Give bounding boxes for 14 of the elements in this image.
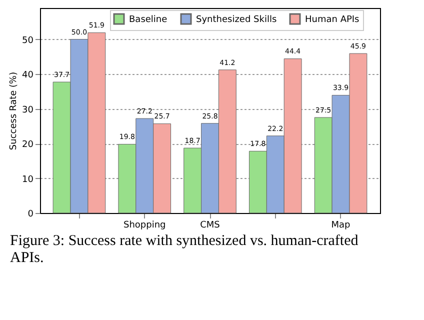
caption: Figure 3: Success rate with synthesized vs. human-crafted APIs. bbox=[10, 233, 360, 267]
y-tick-label: 40 bbox=[22, 70, 34, 81]
y-axis-title: Success Rate (%) bbox=[9, 72, 20, 150]
x-tick-label: CMS bbox=[200, 220, 220, 230]
y-tick-label: 30 bbox=[22, 105, 34, 116]
x-tick-label: Map bbox=[331, 220, 351, 230]
y-tick-label: 50 bbox=[22, 36, 34, 46]
y-tick-label: 0 bbox=[28, 210, 34, 220]
legend-label: Human APIs bbox=[305, 15, 360, 25]
legend-label: Baseline bbox=[129, 15, 168, 25]
y-tick-label: 20 bbox=[22, 140, 34, 150]
y-tick-label: 10 bbox=[22, 174, 34, 185]
x-tick-label: Shopping bbox=[123, 220, 166, 230]
legend-label: Synthesized Skills bbox=[196, 15, 277, 25]
